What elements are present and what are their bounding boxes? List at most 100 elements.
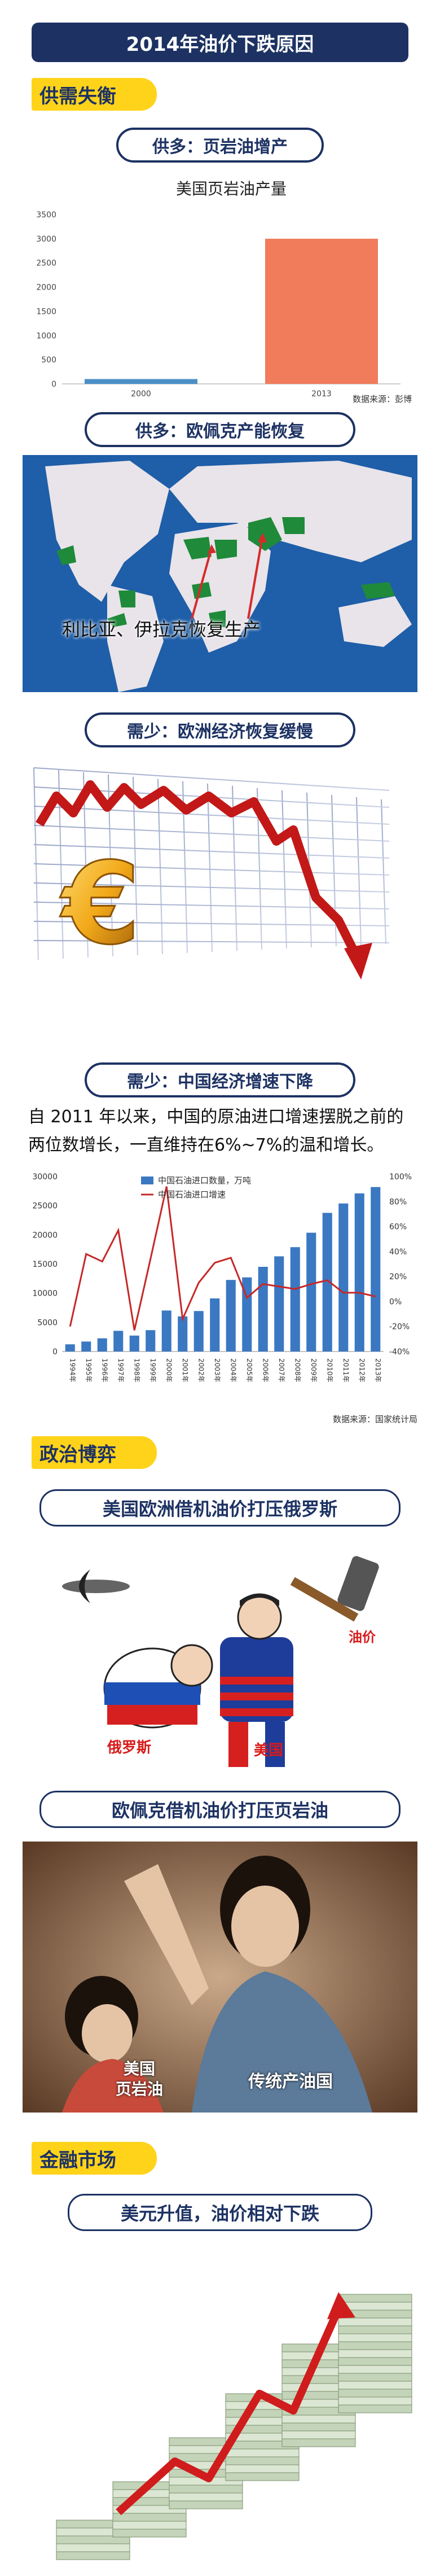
china-xtick: 2010年 <box>325 1358 333 1383</box>
decline-line <box>36 780 360 956</box>
china-xtick: 1994年 <box>68 1358 76 1383</box>
shale-bar <box>85 379 197 384</box>
china-ytick-right: 40% <box>389 1248 407 1257</box>
money-bill <box>112 2521 187 2530</box>
woman-body <box>192 1971 372 2113</box>
shale-ytick: 3500 <box>36 211 56 220</box>
china-ytick-left: 5000 <box>37 1318 58 1327</box>
china-xtick: 2002年 <box>197 1358 205 1383</box>
cloud-shape <box>62 1580 130 1593</box>
china-bar <box>354 1193 364 1352</box>
opec-member-shape <box>107 613 127 627</box>
section-finance: 金融市场 <box>32 2142 157 2175</box>
russia-stripe-red <box>107 1705 197 1725</box>
map-label: 利比亚、伊拉克恢复生产 <box>62 619 261 640</box>
money-bill <box>338 2404 412 2413</box>
money-bill <box>112 2529 187 2538</box>
hammer-handle <box>290 1577 359 1622</box>
china-text: 自 2011 年以来，中国的原油进口增速摆脱之前的两位数增长，一直维持在6%~7… <box>28 1107 404 1155</box>
russia-pill: 美国欧洲借机油价打压俄罗斯 <box>39 1489 401 1527</box>
china-ytick-right: -40% <box>389 1348 410 1357</box>
shale-ytick: 1000 <box>36 331 56 340</box>
money-bill <box>338 2349 412 2358</box>
opec-member-shape <box>192 582 212 599</box>
china-xtick: 2000年 <box>165 1358 173 1383</box>
us-shale-label: 美国 页岩油 <box>116 2059 164 2098</box>
euro-decline-illustration: € <box>23 756 417 999</box>
usa-leg-left <box>228 1722 248 1767</box>
china-ytick-left: 25000 <box>32 1202 58 1211</box>
china-ytick-right: 0% <box>389 1297 402 1306</box>
iraq-arrowhead <box>258 533 267 543</box>
shale-pill: 供多：页岩油增产 <box>116 128 324 163</box>
page-title: 2014年油价下跌原因 <box>32 23 408 62</box>
china-bar <box>129 1335 139 1352</box>
china-bar <box>113 1331 124 1352</box>
china-bar <box>338 1203 349 1352</box>
world-map-svg <box>45 461 412 692</box>
china-xtick: 2001年 <box>181 1358 189 1383</box>
china-ytick-right: 80% <box>389 1197 407 1206</box>
opec-member-shape <box>282 517 305 534</box>
money-bill <box>281 2438 356 2447</box>
usa-leg-right <box>265 1722 285 1767</box>
china-growth-line <box>69 1186 376 1331</box>
china-xtick: 2004年 <box>229 1358 237 1383</box>
china-bar <box>274 1256 284 1352</box>
china-chart: 30000 25000 20000 15000 10000 5000 0 100% 80% 60%… <box>23 1165 423 1425</box>
china-xtick: 1997年 <box>117 1358 125 1383</box>
china-bar <box>290 1247 300 1352</box>
dollar-stacks-svg <box>56 2292 412 2560</box>
china-ytick-left: 30000 <box>32 1173 58 1182</box>
china-xtick: 2006年 <box>261 1358 269 1383</box>
china-xtick: 1999年 <box>149 1358 157 1383</box>
china-xtick: 2013年 <box>374 1358 382 1383</box>
legend-bar-label: 中国石油进口数量，万吨 <box>158 1175 251 1186</box>
china-source: 数据来源：国家统计局 <box>333 1414 417 1424</box>
china-xtick: 1996年 <box>100 1358 108 1383</box>
shale-ytick: 0 <box>51 380 56 389</box>
russia-stripe-blue <box>104 1682 200 1705</box>
iraq-arrow <box>247 536 263 619</box>
opec-member-shape <box>118 591 135 607</box>
child-face <box>82 2004 133 2063</box>
china-ytick-right: 60% <box>389 1223 407 1232</box>
china-ytick-left: 0 <box>52 1348 58 1357</box>
russia-label: 俄罗斯 <box>107 1739 152 1756</box>
china-bar <box>226 1280 236 1352</box>
woman-arm <box>124 1864 209 2005</box>
money-bill <box>169 2500 243 2509</box>
rising-line <box>116 2307 342 2516</box>
rising-arrowhead <box>327 2292 355 2319</box>
shale-bar <box>265 238 378 384</box>
china-bar <box>258 1266 268 1352</box>
libya-arrow <box>191 548 213 619</box>
eurasia-shape <box>169 461 412 562</box>
money-bill <box>338 2317 412 2326</box>
money-bill <box>338 2373 412 2382</box>
opec-member-shape <box>183 537 212 559</box>
shale-ytick: 1500 <box>36 307 56 316</box>
china-bar <box>322 1213 332 1352</box>
oil-price-label: 油价 <box>349 1629 376 1645</box>
china-ytick-left: 20000 <box>32 1231 58 1240</box>
opec-shale-pill: 欧佩克借机油价打压页岩油 <box>39 1791 401 1828</box>
china-pill: 需少：中国经济增速下降 <box>85 1062 355 1097</box>
russia-cartoon-svg <box>62 1556 379 1767</box>
dollar-stacks-illustration <box>23 2247 417 2569</box>
woman-face <box>231 1886 299 1967</box>
money-bill <box>338 2341 412 2350</box>
traditional-producers-label: 传统产油国 <box>248 2072 333 2092</box>
china-xtick: 2005年 <box>245 1358 253 1383</box>
china-bar <box>97 1338 107 1352</box>
money-bill <box>169 2492 243 2501</box>
china-bar <box>193 1311 204 1352</box>
shale-xtick: 2000 <box>131 390 151 399</box>
opec-member-shape <box>209 610 226 627</box>
shale-ytick: 2500 <box>36 259 56 268</box>
china-line <box>69 1186 376 1331</box>
money-bill <box>281 2422 356 2431</box>
china-xlabels: 1994年 1995年 1996年 1997年 1998年 1999年 2000年 2001年… <box>68 1358 382 1383</box>
china-xtick: 2011年 <box>342 1358 350 1383</box>
